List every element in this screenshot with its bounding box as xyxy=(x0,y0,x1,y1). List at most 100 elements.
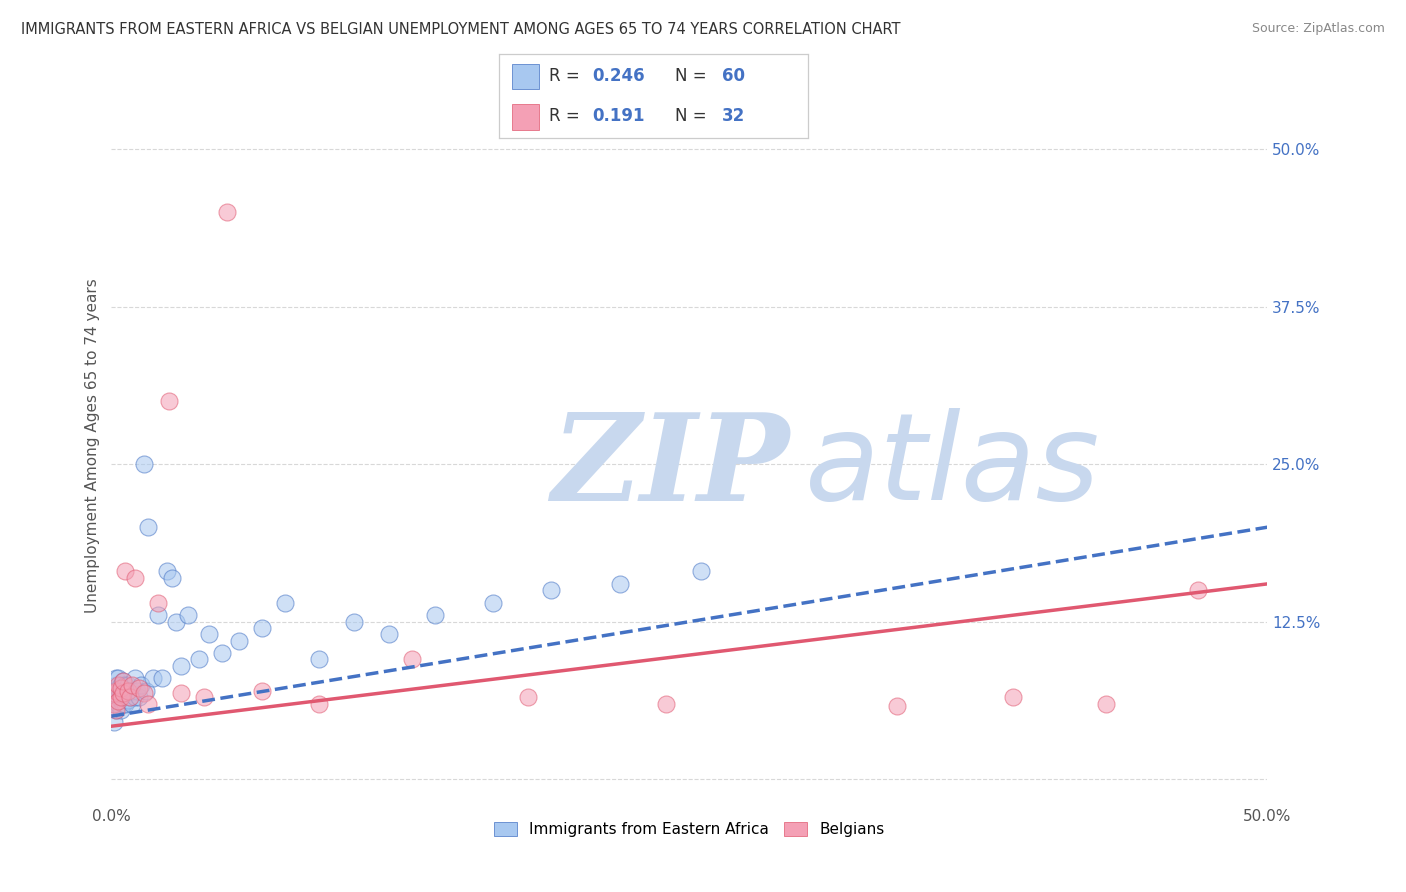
Point xyxy=(401,652,423,666)
Point xyxy=(211,646,233,660)
Point xyxy=(110,690,132,705)
Point xyxy=(107,681,129,696)
Text: 32: 32 xyxy=(721,107,745,125)
Point xyxy=(1187,583,1209,598)
Point xyxy=(157,394,180,409)
Point xyxy=(128,681,150,696)
Point xyxy=(103,697,125,711)
Point xyxy=(165,615,187,629)
Point xyxy=(308,697,330,711)
Point xyxy=(110,703,132,717)
Point xyxy=(107,697,129,711)
Point xyxy=(250,621,273,635)
Legend: Immigrants from Eastern Africa, Belgians: Immigrants from Eastern Africa, Belgians xyxy=(488,815,891,843)
Point xyxy=(105,703,128,717)
Point xyxy=(118,690,141,705)
Point xyxy=(228,633,250,648)
Text: Source: ZipAtlas.com: Source: ZipAtlas.com xyxy=(1251,22,1385,36)
Point xyxy=(343,615,366,629)
Point xyxy=(117,678,139,692)
Point xyxy=(655,697,678,711)
Point xyxy=(121,684,143,698)
Point xyxy=(308,652,330,666)
Text: 60: 60 xyxy=(721,67,745,85)
Point xyxy=(107,690,129,705)
Point xyxy=(1002,690,1025,705)
Point xyxy=(103,686,125,700)
Point xyxy=(121,697,143,711)
Point xyxy=(250,684,273,698)
Point xyxy=(105,703,128,717)
Point xyxy=(117,684,139,698)
Point xyxy=(124,571,146,585)
Point xyxy=(131,678,153,692)
Point xyxy=(105,690,128,705)
Point xyxy=(156,564,179,578)
Point xyxy=(118,684,141,698)
Point xyxy=(110,681,132,696)
Point xyxy=(107,678,129,692)
Point xyxy=(105,671,128,685)
Point xyxy=(118,690,141,705)
Point xyxy=(188,652,211,666)
Point xyxy=(690,564,713,578)
Point xyxy=(111,697,134,711)
Point xyxy=(111,686,134,700)
Point xyxy=(103,715,125,730)
Point xyxy=(160,571,183,585)
Point xyxy=(1094,697,1116,711)
Point xyxy=(105,684,128,698)
Point xyxy=(114,564,136,578)
Text: R =: R = xyxy=(548,107,585,125)
Point xyxy=(103,697,125,711)
Point xyxy=(170,686,193,700)
Y-axis label: Unemployment Among Ages 65 to 74 years: Unemployment Among Ages 65 to 74 years xyxy=(86,278,100,613)
Point xyxy=(111,684,134,698)
Point xyxy=(121,678,143,692)
Point xyxy=(111,673,134,688)
Point xyxy=(138,520,160,534)
Point xyxy=(124,671,146,685)
Point xyxy=(111,673,134,688)
Point xyxy=(125,684,148,698)
Point xyxy=(135,684,157,698)
Point xyxy=(609,577,631,591)
Point xyxy=(423,608,446,623)
Text: 0.191: 0.191 xyxy=(592,107,644,125)
Point xyxy=(105,684,128,698)
Point xyxy=(378,627,401,641)
Point xyxy=(110,686,132,700)
Point xyxy=(150,671,173,685)
Point xyxy=(128,690,150,705)
Point xyxy=(482,596,505,610)
Point xyxy=(516,690,538,705)
Point xyxy=(107,671,129,685)
Point xyxy=(193,690,215,705)
Point xyxy=(117,692,139,706)
Point xyxy=(110,678,132,692)
Text: atlas: atlas xyxy=(806,409,1101,525)
Point xyxy=(114,686,136,700)
Point xyxy=(107,684,129,698)
Point xyxy=(146,608,169,623)
Point xyxy=(132,686,155,700)
Point xyxy=(274,596,297,610)
FancyBboxPatch shape xyxy=(512,104,540,130)
Point xyxy=(114,678,136,692)
Point xyxy=(886,699,908,714)
Point xyxy=(124,690,146,705)
Point xyxy=(105,678,128,692)
Point xyxy=(110,690,132,705)
Text: N =: N = xyxy=(675,67,713,85)
Text: IMMIGRANTS FROM EASTERN AFRICA VS BELGIAN UNEMPLOYMENT AMONG AGES 65 TO 74 YEARS: IMMIGRANTS FROM EASTERN AFRICA VS BELGIA… xyxy=(21,22,901,37)
Point xyxy=(540,583,562,598)
Text: ZIP: ZIP xyxy=(551,408,789,526)
Point xyxy=(177,608,200,623)
Point xyxy=(146,596,169,610)
Point xyxy=(132,457,155,471)
Point xyxy=(117,686,139,700)
Point xyxy=(170,658,193,673)
Point xyxy=(138,697,160,711)
Point xyxy=(111,690,134,705)
Text: N =: N = xyxy=(675,107,713,125)
